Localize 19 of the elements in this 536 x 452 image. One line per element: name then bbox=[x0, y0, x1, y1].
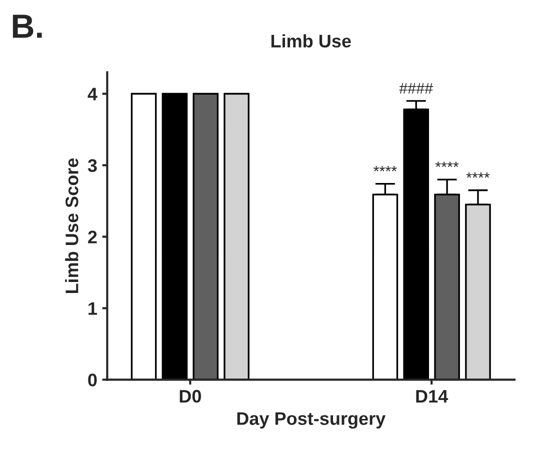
x-tick-label: D14 bbox=[416, 390, 448, 402]
bar bbox=[192, 92, 219, 380]
x-tick-label: D0 bbox=[180, 390, 201, 403]
text: B. bbox=[12, 14, 42, 38]
y-tick-label: 0 bbox=[88, 374, 97, 386]
bar bbox=[224, 92, 250, 380]
bar bbox=[162, 92, 188, 380]
annotation: **** bbox=[466, 172, 490, 178]
bar bbox=[130, 92, 157, 380]
y-tick-label: 4 bbox=[88, 88, 98, 100]
annotation: **** bbox=[435, 162, 459, 168]
y-axis-title: Limb Use Score bbox=[65, 158, 78, 294]
annotation: **** bbox=[374, 166, 397, 172]
y-tick-label: 3 bbox=[88, 159, 97, 172]
y-tick-label: 1 bbox=[88, 302, 97, 315]
x-axis-title: Day Post-surgery bbox=[237, 412, 386, 429]
chart-title: Limb Use bbox=[271, 34, 351, 48]
annotation: #### bbox=[399, 83, 434, 94]
y-tick-label: 2 bbox=[88, 230, 97, 244]
